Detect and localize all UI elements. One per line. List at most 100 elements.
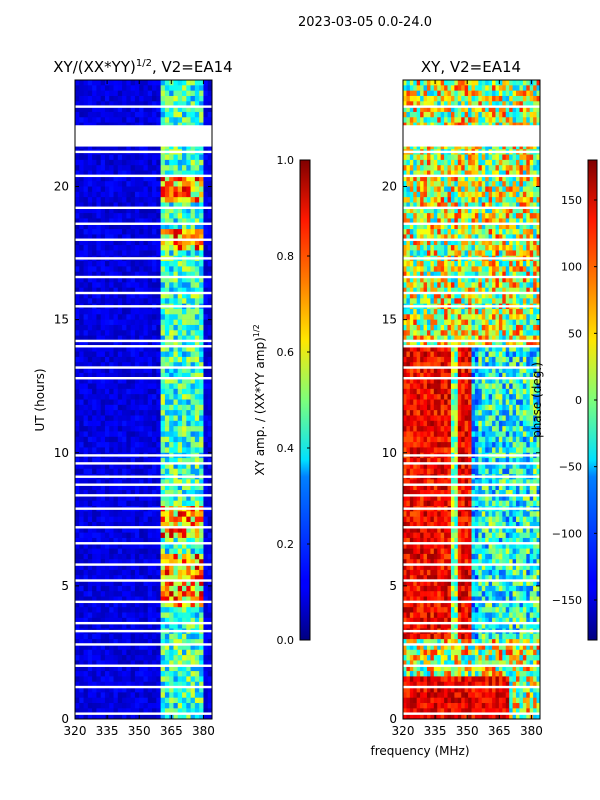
heatmap-cell [87,117,93,123]
heatmap-cell [526,165,531,171]
heatmap-cell [113,553,119,560]
heatmap-cell [182,266,187,273]
heatmap-cell [522,165,527,171]
heatmap-cell [147,234,153,241]
heatmap-cell [186,708,191,714]
heatmap-cell [152,207,157,214]
heatmap-cell [92,644,97,651]
heatmap-cell [203,490,209,496]
heatmap-cell [92,585,97,592]
heatmap-cell [182,202,187,209]
heatmap-cell [190,687,196,693]
heatmap-cell [113,186,119,193]
heatmap-cell [444,106,448,113]
heatmap-cell [420,111,424,118]
heatmap-cell [512,207,517,214]
heatmap-cell [173,282,179,288]
heatmap-cell [75,431,80,438]
heatmap-cell [430,101,435,107]
heatmap-cell [190,372,196,379]
heatmap-cell [186,681,191,688]
heatmap-cell [498,197,503,203]
heatmap-cell [96,388,101,395]
heatmap-cell [117,527,123,533]
heatmap-cell [152,117,157,123]
heatmap-cell [416,207,421,214]
heatmap-cell [156,197,161,203]
heatmap-cell [199,692,204,699]
heatmap-cell [194,245,200,251]
heatmap-cell [406,202,411,209]
heatmap-cell [461,106,465,113]
heatmap-cell [83,447,89,454]
heatmap-cell [143,697,149,704]
heatmap-cell [529,117,534,123]
heatmap-cell [126,649,131,656]
heatmap-cell [126,261,131,267]
heatmap-cell [186,181,191,187]
heatmap-cell [454,191,459,198]
heatmap-cell [173,101,179,107]
heatmap-cell [96,308,101,315]
heatmap-cell [147,569,153,576]
heatmap-cell [113,410,119,416]
heatmap-cell [156,516,161,523]
heatmap-cell [182,708,187,714]
heatmap-cell [143,90,149,97]
heatmap-cell [130,580,136,587]
heatmap-cell [96,261,101,267]
heatmap-cell [83,394,89,400]
heatmap-cell [440,106,445,113]
heatmap-cell [498,175,503,182]
heatmap-cell [122,282,127,288]
heatmap-cell [416,106,421,113]
heatmap-cell [529,175,534,182]
heatmap-cell [199,511,204,517]
heatmap-cell [457,101,462,107]
heatmap-cell [134,383,140,390]
heatmap-cell [87,591,93,597]
heatmap-cell [100,676,106,683]
heatmap-cell [87,511,93,517]
heatmap-cell [147,687,153,693]
heatmap-cell [113,175,119,182]
heatmap-cell [113,197,119,203]
heatmap-cell [139,585,144,592]
heatmap-cell [79,692,84,699]
heatmap-cell [139,495,144,501]
heatmap-cell [194,85,200,91]
heatmap-cell [207,277,212,283]
heatmap-cell [113,649,119,656]
heatmap-cell [126,468,131,475]
heatmap-cell [169,319,174,326]
heatmap-cell [156,665,161,672]
heatmap-cell [516,165,520,171]
heatmap-cell [169,159,174,166]
heatmap-cell [104,575,110,581]
heatmap-cell [478,111,483,118]
heatmap-cell [207,95,212,102]
data-gap-row [75,257,212,260]
heatmap-cell [186,207,191,214]
heatmap-cell [190,287,196,294]
heatmap-cell [207,623,212,629]
heatmap-cell [471,117,476,123]
heatmap-cell [426,207,431,214]
data-gap-row [75,377,212,380]
heatmap-cell [83,708,89,714]
heatmap-cell [186,117,191,123]
heatmap-cell [109,101,114,107]
heatmap-cell [113,617,119,624]
heatmap-cell [147,117,153,123]
heatmap-cell [152,367,157,374]
heatmap-cell [495,213,500,219]
heatmap-cell [152,436,157,443]
heatmap-cell [437,191,441,198]
heatmap-cell [104,479,110,486]
heatmap-cell [156,569,161,576]
heatmap-cell [143,442,149,448]
heatmap-cell [134,623,140,629]
heatmap-cell [152,479,157,486]
heatmap-cell [160,399,166,406]
heatmap-cell [100,245,106,251]
